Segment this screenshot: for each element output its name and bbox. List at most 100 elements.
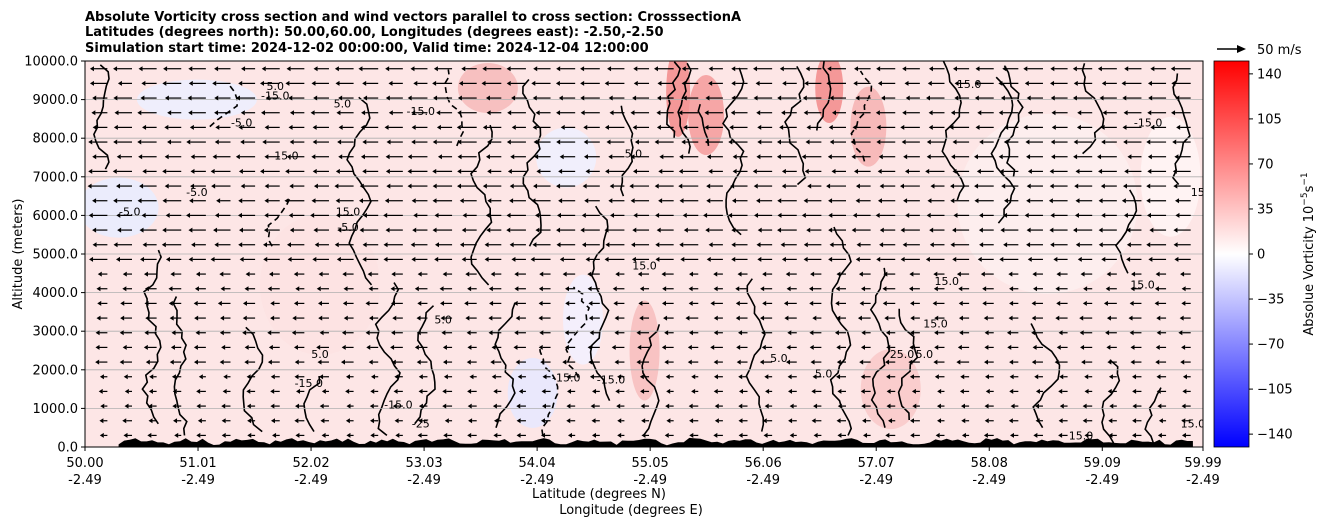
wind-vector-head: [270, 300, 275, 306]
wind-vector-head: [514, 271, 519, 277]
wind-vector-head: [633, 80, 638, 86]
wind-vector-head: [1055, 315, 1060, 321]
wind-vector-head: [936, 403, 941, 409]
wind-vector-head: [926, 212, 931, 218]
wind-vector-head: [639, 315, 644, 321]
wind-vector-head: [812, 374, 817, 380]
wind-vector-head: [393, 388, 398, 394]
wind-vector-head: [714, 418, 719, 424]
wind-vector-head: [777, 227, 782, 233]
wind-vector-head: [706, 256, 711, 262]
wind-vector-head: [713, 315, 718, 321]
vorticity-field: [85, 61, 1201, 430]
field-patch: [563, 274, 604, 365]
wind-vector-head: [1122, 124, 1127, 130]
wind-vector-head: [433, 95, 438, 101]
wind-vector-head: [1049, 168, 1054, 174]
wind-vector-head: [466, 330, 471, 336]
colorbar-tick-label: 70: [1257, 157, 1274, 172]
wind-vector-head: [170, 271, 175, 277]
wind-vector-head: [370, 432, 375, 438]
wind-vector-head: [318, 315, 323, 321]
wind-vector-head: [286, 242, 291, 248]
wind-vector-head: [122, 271, 127, 277]
wind-vector-head: [359, 183, 364, 189]
wind-vector-head: [1147, 110, 1152, 116]
wind-vector-head: [113, 139, 118, 145]
wind-vector-head: [219, 330, 224, 336]
colorbar-label-s: s: [1302, 185, 1317, 192]
wind-vector-head: [1053, 256, 1058, 262]
wind-vector-head: [615, 271, 620, 277]
wind-vector-head: [538, 286, 543, 292]
wind-vector-head: [1050, 66, 1055, 72]
wind-vector-head: [925, 256, 930, 262]
contour-label: -15.0: [295, 377, 323, 390]
wind-vector-head: [1098, 242, 1103, 248]
wind-vector-head: [556, 66, 561, 72]
wind-vector-head: [343, 286, 348, 292]
wind-vector-head: [1103, 300, 1108, 306]
wind-vector-head: [221, 418, 226, 424]
wind-vector-head: [459, 242, 464, 248]
contour-label: -15.0: [597, 373, 625, 386]
wind-vector-head: [854, 66, 859, 72]
wind-vector-head: [1156, 388, 1161, 394]
wind-vector-head: [836, 344, 841, 350]
wind-vector-head: [614, 315, 619, 321]
wind-vector-head: [1051, 154, 1056, 160]
wind-vector-head: [909, 374, 914, 380]
wind-vector-head: [1122, 183, 1127, 189]
wind-vector-head: [567, 388, 572, 394]
wind-vector-head: [754, 212, 759, 218]
wind-vector-head: [390, 300, 395, 306]
wind-vector-head: [1175, 212, 1180, 218]
wind-vector-head: [835, 300, 840, 306]
wind-vector-head: [1147, 154, 1152, 160]
wind-vector-head: [639, 374, 644, 380]
wind-vector-head: [138, 66, 143, 72]
wind-vector-head: [212, 154, 217, 160]
wind-vector-head: [555, 80, 560, 86]
wind-vector-head: [562, 359, 567, 365]
wind-vector-head: [263, 227, 268, 233]
wind-vector-head: [812, 315, 817, 321]
wind-vector-head: [689, 432, 694, 438]
wind-vector-head: [678, 110, 683, 116]
x-tick-label-lat: 59.99: [1184, 456, 1221, 471]
wind-vector-head: [443, 359, 448, 365]
wind-vector-head: [141, 80, 146, 86]
wind-vector-head: [610, 212, 615, 218]
wind-vector-head: [836, 271, 841, 277]
colorbar-tick-label: −140: [1257, 428, 1293, 443]
wind-vector-head: [1146, 198, 1151, 204]
wind-vector-head: [414, 286, 419, 292]
wind-vector-head: [1072, 95, 1077, 101]
wind-vector-head: [358, 66, 363, 72]
wind-vector-head: [383, 212, 388, 218]
wind-vector-head: [829, 139, 834, 145]
wind-vector-head: [862, 418, 867, 424]
wind-vector-head: [343, 315, 348, 321]
wind-vector-head: [1147, 212, 1152, 218]
wind-vector-head: [588, 315, 593, 321]
wind-vector-head: [875, 212, 880, 218]
wind-vector-head: [268, 344, 273, 350]
wind-vector-head: [418, 388, 423, 394]
wind-vector-head: [337, 139, 342, 145]
wind-vector-head: [1031, 315, 1036, 321]
wind-vector-head: [214, 66, 219, 72]
wind-vector-head: [312, 168, 317, 174]
colorbar-gradient: [1213, 60, 1250, 448]
wind-vector-head: [407, 183, 412, 189]
wind-vector-head: [514, 286, 519, 292]
wind-vector-head: [731, 66, 736, 72]
wind-vector-head: [1050, 139, 1055, 145]
wind-vector-head: [738, 374, 743, 380]
wind-vector-head: [656, 95, 661, 101]
wind-vector-head: [196, 388, 201, 394]
quiver-key: 50 m/s: [1217, 43, 1302, 58]
wind-vector-head: [1126, 227, 1131, 233]
wind-vector-head: [1123, 110, 1128, 116]
wind-vector-head: [1130, 286, 1135, 292]
